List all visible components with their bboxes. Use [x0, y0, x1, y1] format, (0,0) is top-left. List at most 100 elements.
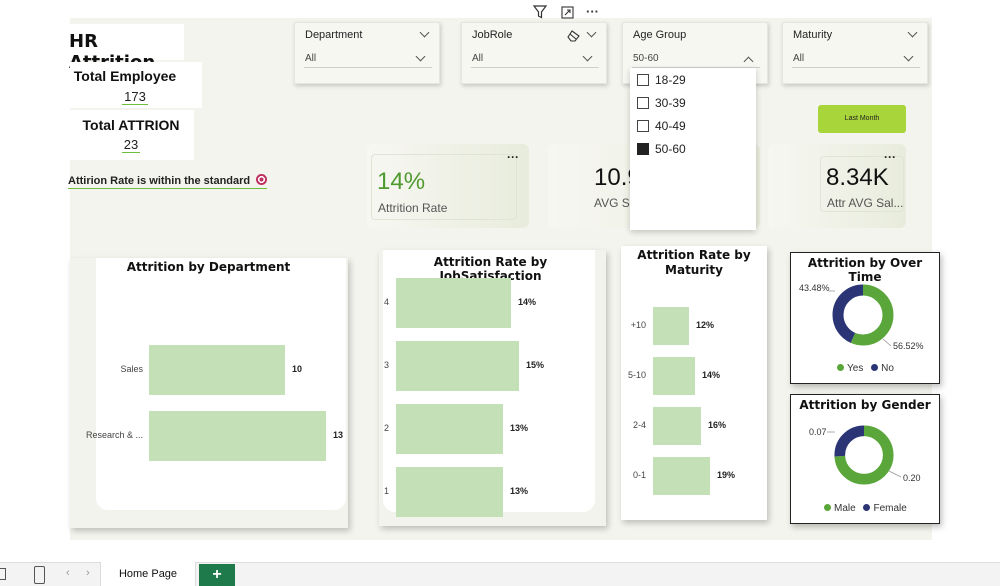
- checkbox-checked-icon[interactable]: [637, 143, 649, 155]
- data-label: 12%: [696, 320, 715, 330]
- category-label: 4: [383, 297, 389, 307]
- tab-home-page[interactable]: Home Page: [100, 562, 196, 586]
- maturity-slicer[interactable]: Maturity All: [782, 22, 928, 84]
- last-month-button[interactable]: Last Month: [818, 105, 906, 133]
- maturity-slicer-value[interactable]: All: [792, 50, 920, 68]
- bar[interactable]: [653, 407, 701, 445]
- bar[interactable]: [653, 357, 695, 395]
- bar[interactable]: [149, 345, 285, 395]
- total-employee-label: Total Employee: [73, 68, 177, 84]
- bar[interactable]: [396, 278, 511, 328]
- status-text-label: Attirion Rate is within the standard: [68, 175, 251, 187]
- page-tab-bar: ‹ › Home Page +: [0, 562, 1000, 586]
- category-label: +10: [630, 320, 646, 330]
- legend: Yes No: [837, 363, 894, 374]
- checkbox-icon[interactable]: [637, 97, 649, 109]
- chevron-down-icon[interactable]: [586, 27, 597, 38]
- overtime-chart-panel: Attrition by Over Time 43.48% 56.52% Yes…: [790, 252, 940, 384]
- checkbox-icon[interactable]: [637, 74, 649, 86]
- checkbox-icon[interactable]: [637, 120, 649, 132]
- total-employee-card: Total Employee 173: [70, 62, 202, 108]
- chevron-down-icon[interactable]: [907, 27, 918, 38]
- option-label: 18-29: [655, 73, 686, 87]
- category-label: 3: [383, 360, 389, 370]
- data-label: 10: [292, 364, 303, 374]
- category-label: 2: [383, 423, 389, 433]
- donut-slice[interactable]: [834, 425, 894, 485]
- donut-slice[interactable]: [832, 284, 894, 346]
- scroll-left-icon[interactable]: ‹: [66, 567, 70, 579]
- data-label: 56.52%: [893, 341, 924, 351]
- legend-label: Male: [834, 503, 856, 514]
- card-inner: [371, 154, 517, 220]
- data-label: 14%: [518, 297, 537, 307]
- leader-lines: [829, 290, 892, 347]
- mobile-layout-icon[interactable]: [34, 566, 45, 584]
- page-view-icon[interactable]: [0, 568, 6, 580]
- more-options-icon[interactable]: ···: [586, 4, 599, 19]
- bar[interactable]: [396, 404, 503, 454]
- bar[interactable]: [653, 307, 689, 345]
- bar[interactable]: [653, 457, 710, 495]
- legend: Male Female: [824, 503, 907, 514]
- chevron-down-icon[interactable]: [419, 27, 430, 38]
- department-slicer-value[interactable]: All: [304, 50, 432, 68]
- option-label: 40-49: [655, 119, 686, 133]
- filter-icon[interactable]: [532, 5, 548, 19]
- legend-dot: [871, 364, 879, 371]
- donut-chart: [834, 425, 894, 485]
- data-label: 16%: [708, 420, 727, 430]
- age-option-50-60[interactable]: 50-60: [637, 142, 686, 158]
- age-group-dropdown: 18-29 30-39 40-49 50-60: [630, 68, 756, 230]
- data-label: 13%: [510, 486, 529, 496]
- attrition-rate-value: 14%: [377, 168, 426, 195]
- attr-avg-salary-value: 8.34K: [826, 164, 889, 191]
- option-label: 50-60: [655, 142, 686, 156]
- data-label: 0.07: [809, 427, 827, 437]
- scroll-right-icon[interactable]: ›: [86, 567, 90, 579]
- data-label: 13%: [510, 423, 529, 433]
- legend-label: Yes: [847, 363, 864, 374]
- category-label: 5-10: [627, 370, 646, 380]
- jobrole-slicer[interactable]: JobRole All: [461, 22, 607, 84]
- status-text: Attirion Rate is within the standard: [68, 174, 268, 189]
- category-label: Sales: [120, 364, 143, 374]
- legend-label: Female: [873, 503, 907, 514]
- data-label: 43.48%: [799, 283, 830, 293]
- avg-salary-label: AVG Sa: [594, 196, 637, 210]
- chart-title: Attrition Rate by Maturity: [637, 248, 751, 277]
- more-options-icon[interactable]: ···: [884, 150, 896, 164]
- age-option-18-29[interactable]: 18-29: [637, 73, 686, 89]
- age-option-30-39[interactable]: 30-39: [637, 96, 686, 112]
- age-option-40-49[interactable]: 40-49: [637, 119, 686, 135]
- add-page-button[interactable]: +: [199, 564, 235, 586]
- total-attrition-label: Total ATTRION: [82, 117, 180, 133]
- bar[interactable]: [396, 467, 503, 517]
- jobrole-slicer-value[interactable]: All: [471, 50, 599, 68]
- chart-title: Attrition by Gender: [799, 398, 931, 412]
- data-label: 13: [333, 430, 344, 440]
- jobsatisfaction-chart-panel: Attrition Rate by JobSatisfaction 14% 4 15…: [379, 250, 606, 526]
- total-attrition-value: 23: [122, 137, 140, 153]
- donut-chart: [832, 284, 894, 346]
- target-icon: [256, 174, 268, 185]
- department-slicer[interactable]: Department All: [294, 22, 440, 84]
- legend-dot: [863, 504, 871, 511]
- department-chart-panel: Attrition by Department 10 Sales 13 Researc…: [70, 258, 348, 528]
- age-group-slicer-value[interactable]: 50-60: [632, 50, 760, 68]
- bar[interactable]: [149, 411, 326, 461]
- clear-selections-icon[interactable]: [567, 29, 581, 42]
- chart-title: Attrition by Over Time: [807, 256, 923, 284]
- bar[interactable]: [396, 341, 519, 391]
- total-employee-value: 173: [122, 89, 148, 105]
- attr-avg-salary-label: Attr AVG Sal...: [827, 196, 904, 210]
- focus-mode-icon[interactable]: [561, 6, 574, 19]
- data-label: 14%: [702, 370, 721, 380]
- category-label: 0-1: [632, 470, 646, 480]
- attrition-rate-label: Attrition Rate: [378, 201, 448, 215]
- more-options-icon[interactable]: ···: [507, 150, 519, 164]
- card-inner: [820, 156, 904, 212]
- legend-label: No: [881, 363, 894, 374]
- legend-dot: [837, 364, 844, 371]
- category-label: Research & ...: [85, 430, 143, 440]
